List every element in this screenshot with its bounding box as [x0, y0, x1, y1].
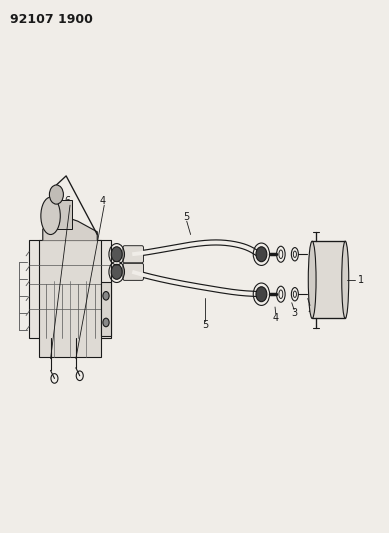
Bar [39, 240, 101, 357]
Text: 92107 1900: 92107 1900 [10, 13, 93, 26]
Ellipse shape [41, 197, 60, 235]
Bar [101, 282, 111, 336]
FancyBboxPatch shape [123, 263, 144, 280]
Circle shape [111, 247, 122, 262]
Text: 2: 2 [307, 304, 313, 314]
Circle shape [256, 247, 267, 262]
Ellipse shape [308, 241, 316, 319]
Circle shape [111, 264, 122, 279]
Text: 3: 3 [291, 309, 297, 318]
Text: 6: 6 [64, 197, 70, 206]
Text: 4: 4 [273, 313, 279, 322]
Text: 1: 1 [358, 275, 364, 285]
Text: 5: 5 [184, 213, 190, 222]
FancyBboxPatch shape [123, 246, 144, 263]
Circle shape [49, 185, 63, 204]
Circle shape [103, 292, 109, 300]
Bar [45, 200, 72, 229]
Circle shape [103, 318, 109, 327]
Bar [29, 240, 111, 338]
Polygon shape [43, 213, 97, 240]
Bar [312, 241, 345, 319]
Text: 5: 5 [202, 320, 208, 330]
Text: 4: 4 [100, 197, 106, 206]
Circle shape [256, 287, 267, 302]
Ellipse shape [342, 241, 349, 319]
